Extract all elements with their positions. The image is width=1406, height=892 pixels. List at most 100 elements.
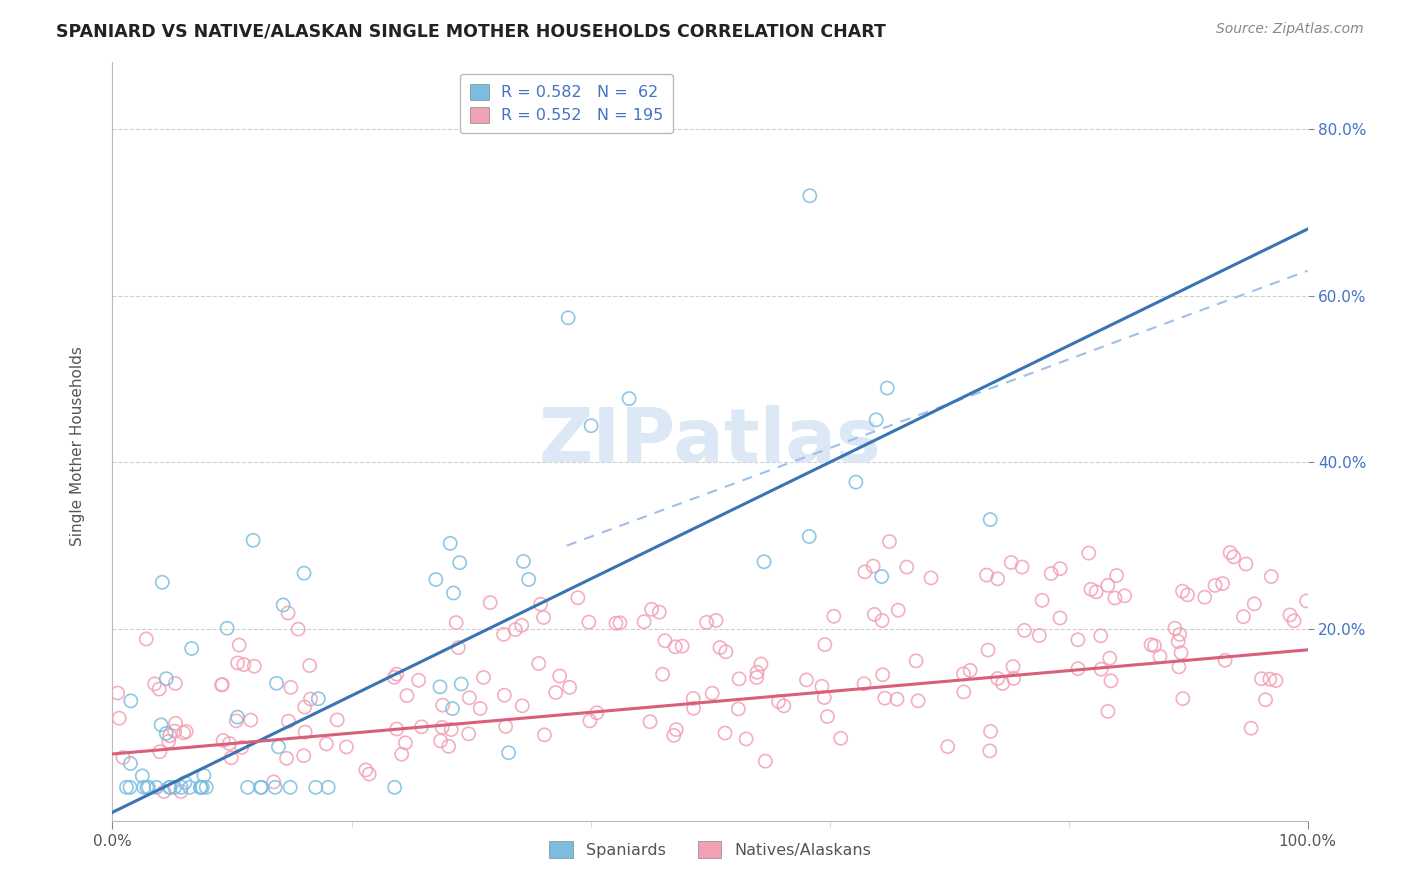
Text: ZIPatlas: ZIPatlas (538, 405, 882, 478)
Point (190, 780, 212, 795)
Point (391, 747, 413, 762)
Point (354, 763, 377, 777)
Point (1067, 632, 1090, 647)
Point (299, 692, 322, 706)
Point (298, 658, 321, 673)
Point (876, 381, 898, 395)
Point (217, 621, 239, 635)
Point (170, 784, 193, 798)
Point (529, 597, 551, 611)
Point (980, 724, 1002, 739)
Point (654, 633, 676, 648)
Point (870, 614, 893, 628)
Point (294, 700, 316, 714)
Point (226, 710, 249, 724)
Point (638, 714, 661, 729)
Point (174, 775, 197, 789)
Point (1258, 672, 1281, 686)
Point (145, 780, 167, 795)
Point (879, 534, 901, 549)
Point (527, 657, 550, 671)
Point (1085, 584, 1108, 599)
Point (558, 681, 581, 695)
Point (977, 643, 1000, 657)
Point (432, 698, 454, 713)
Point (264, 780, 287, 795)
Point (578, 615, 600, 629)
Point (498, 746, 520, 760)
Point (544, 685, 567, 699)
Point (211, 678, 233, 692)
Point (429, 734, 451, 748)
Point (180, 641, 202, 656)
Point (1049, 611, 1071, 625)
Point (1168, 627, 1191, 641)
Point (277, 606, 299, 620)
Point (1222, 549, 1244, 564)
Point (1254, 692, 1277, 706)
Point (682, 691, 704, 706)
Point (212, 733, 235, 747)
Point (294, 725, 316, 739)
Point (163, 780, 186, 795)
Point (870, 569, 893, 583)
Point (458, 690, 481, 705)
Point (326, 713, 349, 727)
Point (157, 734, 180, 748)
Point (1098, 651, 1121, 665)
Point (976, 568, 998, 582)
Point (449, 556, 471, 570)
Point (952, 666, 974, 681)
Point (728, 672, 751, 686)
Point (278, 780, 301, 795)
Point (439, 536, 461, 550)
Point (495, 719, 517, 733)
Point (548, 669, 571, 683)
Point (896, 560, 918, 574)
Point (429, 680, 451, 694)
Point (1090, 629, 1112, 643)
Point (249, 780, 271, 795)
Point (457, 727, 479, 741)
Point (682, 701, 704, 715)
Point (727, 702, 749, 716)
Point (772, 698, 794, 713)
Point (120, 756, 142, 771)
Point (585, 706, 607, 720)
Point (617, 392, 640, 406)
Point (108, 711, 131, 725)
Point (335, 739, 357, 754)
Point (1031, 593, 1053, 607)
Point (1164, 621, 1187, 635)
Point (605, 616, 627, 631)
Point (411, 720, 433, 734)
Point (1167, 660, 1189, 674)
Point (191, 780, 214, 795)
Point (665, 723, 688, 737)
Point (441, 586, 464, 600)
Point (263, 775, 285, 789)
Point (159, 729, 181, 743)
Point (1171, 584, 1194, 599)
Point (1171, 691, 1194, 706)
Point (853, 565, 876, 579)
Point (987, 572, 1010, 586)
Point (1232, 609, 1254, 624)
Point (886, 692, 908, 706)
Point (111, 750, 134, 764)
Point (250, 780, 273, 795)
Point (1167, 634, 1189, 648)
Point (510, 618, 533, 632)
Point (193, 768, 215, 782)
Point (1002, 671, 1025, 685)
Point (979, 512, 1001, 526)
Point (287, 622, 309, 636)
Point (907, 694, 929, 708)
Point (1260, 569, 1282, 583)
Point (159, 780, 181, 795)
Point (1097, 704, 1119, 718)
Point (447, 640, 470, 655)
Point (633, 615, 655, 629)
Point (437, 739, 460, 754)
Point (174, 724, 197, 739)
